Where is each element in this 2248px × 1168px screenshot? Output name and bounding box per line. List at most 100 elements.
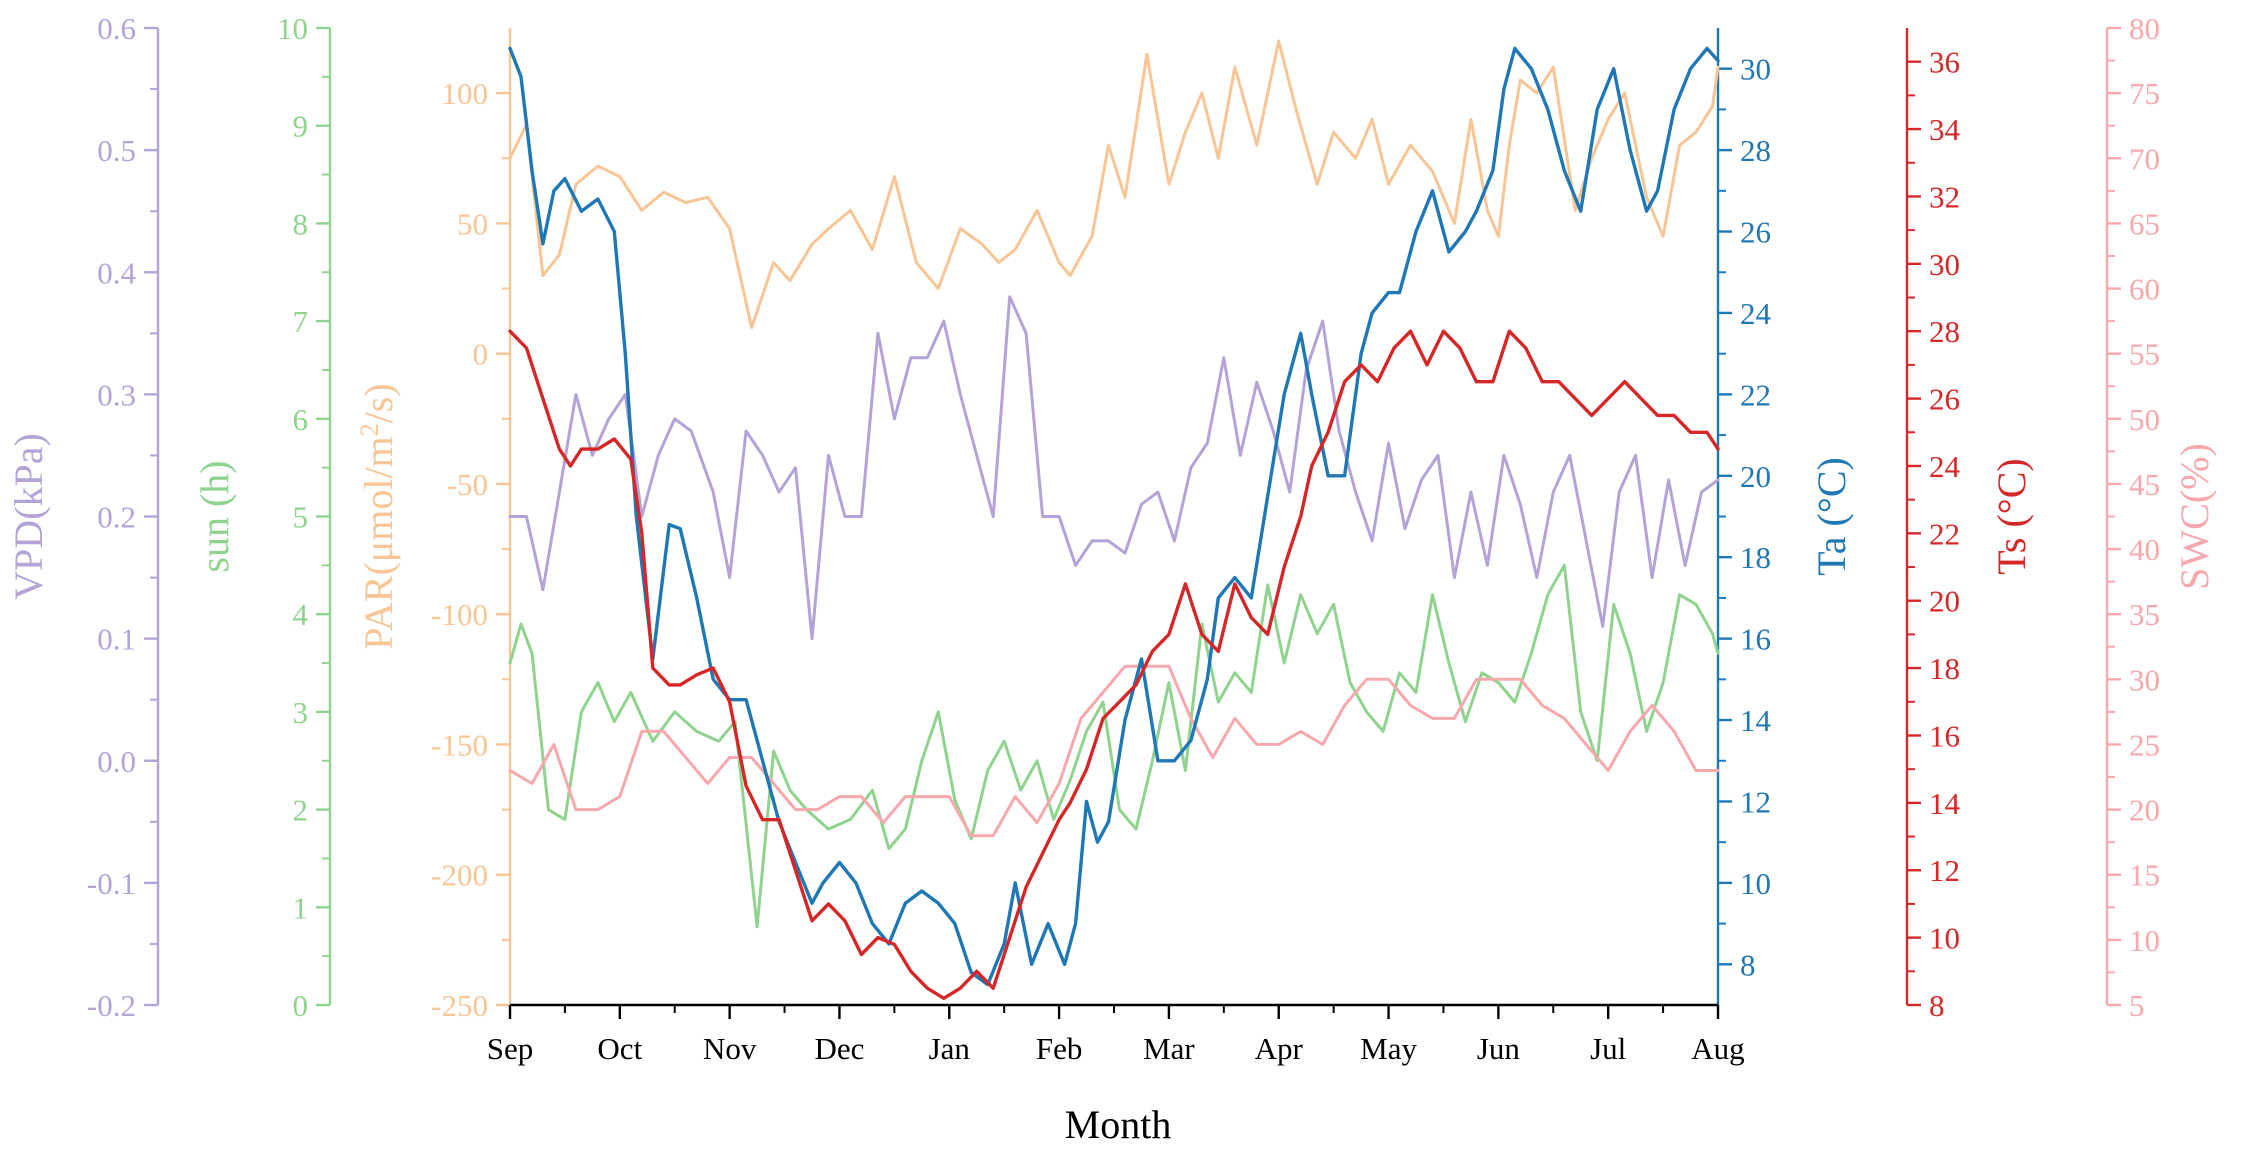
- sun-tick-label: 3: [293, 695, 309, 730]
- ts-tick-label: 26: [1929, 382, 1960, 417]
- ts-tick-label: 16: [1929, 718, 1960, 753]
- vpd-tick-label: 0.6: [97, 11, 136, 46]
- ts-axis: 8 10 12 14 16 18 20 22 24 26 28 30 32 34 36 Ts (°C): [1905, 28, 2034, 1023]
- swc-tick-label: 15: [2129, 858, 2160, 893]
- sun-tick-label: 8: [293, 206, 309, 241]
- sun-tick-label: 10: [277, 11, 308, 46]
- par-tick-label: -200: [431, 858, 488, 893]
- swc-tick-label: 30: [2129, 662, 2160, 697]
- par-axis-title-part: 2: [355, 423, 384, 436]
- ts-axis-title: Ts (°C): [1989, 458, 2034, 575]
- ta-tick-label: 14: [1740, 703, 1772, 738]
- ta-tick-label: 26: [1740, 215, 1771, 250]
- ts-tick-label: 30: [1929, 247, 1960, 282]
- vpd-tick-label: 0.0: [97, 744, 136, 779]
- swc-tick-label: 10: [2129, 923, 2160, 958]
- x-tick-label: Aug: [1691, 1031, 1744, 1066]
- swc-tick-label: 80: [2129, 11, 2160, 46]
- swc-tick-label: 45: [2129, 467, 2160, 502]
- ts-tick-label: 34: [1929, 112, 1961, 147]
- ta-tick-label: 12: [1740, 784, 1771, 819]
- swc-axis-title: SWC(%): [2172, 443, 2217, 590]
- swc-tick-label: 5: [2129, 988, 2145, 1023]
- ta-tick-label: 24: [1740, 296, 1772, 331]
- ta-tick-label: 16: [1740, 622, 1771, 657]
- sun-tick-label: 9: [293, 109, 309, 144]
- swc-tick-label: 65: [2129, 206, 2160, 241]
- x-axis: Sep Oct Nov Dec Jan Feb Mar Apr May Jun Jul Aug: [487, 1003, 1745, 1066]
- swc-tick-label: 75: [2129, 76, 2160, 111]
- swc-tick-label: 20: [2129, 793, 2160, 828]
- ta-tick-label: 10: [1740, 866, 1771, 901]
- ts-axis-title-part: Ts (°C): [1989, 458, 2034, 575]
- vpd-tick-label: 0.4: [97, 255, 136, 290]
- ts-tick-label: 22: [1929, 516, 1960, 551]
- swc-tick-label: 70: [2129, 141, 2160, 176]
- swc-tick-label: 35: [2129, 597, 2160, 632]
- sun-tick-label: 2: [293, 793, 309, 828]
- ta-axis-title-part: Ta (°C): [1809, 457, 1854, 576]
- vpd-axis: -0.2 -0.1 0.0 0.1 0.2 0.3 0.4 0.5 0.6 VPD(kPa): [6, 11, 160, 1023]
- ts-tick-label: 18: [1929, 651, 1960, 686]
- vpd-tick-label: 0.3: [97, 377, 136, 412]
- series-line-swc: [508, 664, 1720, 838]
- swc-tick-label: 25: [2129, 727, 2160, 762]
- par-axis-title-part: /s): [356, 383, 401, 423]
- ta-tick-label: 8: [1740, 947, 1756, 982]
- ts-tick-label: 24: [1929, 449, 1961, 484]
- sun-tick-label: 5: [293, 500, 309, 535]
- x-tick-label: Oct: [597, 1031, 642, 1066]
- swc-tick-label: 40: [2129, 532, 2160, 567]
- sun-tick-label: 4: [293, 597, 309, 632]
- ts-tick-label: 28: [1929, 314, 1960, 349]
- swc-tick-label: 55: [2129, 337, 2160, 372]
- par-axis-title: PAR(μmol/m2/s): [355, 383, 402, 649]
- sun-tick-label: 6: [293, 402, 309, 437]
- par-tick-label: -250: [431, 988, 488, 1023]
- x-tick-label: May: [1360, 1031, 1417, 1066]
- swc-tick-label: 50: [2129, 402, 2160, 437]
- sun-tick-label: 7: [293, 304, 309, 339]
- ta-tick-label: 20: [1740, 459, 1771, 494]
- ts-tick-label: 36: [1929, 45, 1960, 80]
- x-tick-label: Apr: [1255, 1031, 1304, 1066]
- ta-axis: 8 10 12 14 16 18 20 22 24 26 28 30 Ta (°C): [1716, 28, 1854, 1005]
- ts-tick-label: 32: [1929, 179, 1960, 214]
- x-tick-label: Feb: [1036, 1031, 1083, 1066]
- swc-axis: 5 10 15 20 25 30 35 40 45 50 55 60 65 70 75 80 SWC(%): [2105, 11, 2217, 1023]
- vpd-tick-label: 0.1: [97, 622, 136, 657]
- swc-axis-title-part: SWC(%): [2172, 443, 2217, 590]
- x-tick-label: Dec: [815, 1031, 865, 1066]
- sun-tick-label: 0: [293, 988, 309, 1023]
- x-tick-label: Nov: [703, 1031, 757, 1066]
- series-line-sun: [508, 563, 1720, 929]
- x-tick-label: Jun: [1477, 1031, 1521, 1066]
- sun-axis: 0 1 2 3 4 5 6 7 8 9 10 sun (h): [192, 11, 332, 1023]
- series-line-vpd: [508, 295, 1720, 641]
- vpd-tick-label: 0.2: [97, 500, 136, 535]
- par-tick-label: -50: [447, 467, 488, 502]
- vpd-axis-title-part: VPD(kPa): [6, 433, 51, 600]
- par-tick-label: 50: [457, 206, 488, 241]
- ta-tick-label: 30: [1740, 52, 1771, 87]
- vpd-tick-label: 0.5: [97, 133, 136, 168]
- x-tick-label: Sep: [487, 1031, 534, 1066]
- sun-axis-title: sun (h): [192, 460, 237, 572]
- ta-tick-label: 28: [1740, 133, 1771, 168]
- x-tick-label: Jan: [929, 1031, 971, 1066]
- series-layer: [508, 39, 1720, 1000]
- x-axis-title: Month: [1065, 1102, 1172, 1147]
- vpd-axis-title: VPD(kPa): [6, 433, 51, 600]
- ta-axis-title: Ta (°C): [1809, 457, 1854, 576]
- par-axis-title-part: PAR(μmol/m: [356, 436, 401, 649]
- vpd-tick-label: -0.1: [87, 866, 136, 901]
- par-tick-label: 100: [442, 76, 489, 111]
- ts-tick-label: 8: [1929, 988, 1945, 1023]
- axes-layer: -0.2-0.10.00.10.20.30.40.50.6VPD(kPa)012…: [6, 11, 2217, 1023]
- par-tick-label: -150: [431, 727, 488, 762]
- ts-tick-label: 20: [1929, 584, 1960, 619]
- series-line-ta: [508, 46, 1720, 987]
- ta-tick-label: 18: [1740, 540, 1771, 575]
- ts-tick-label: 14: [1929, 786, 1961, 821]
